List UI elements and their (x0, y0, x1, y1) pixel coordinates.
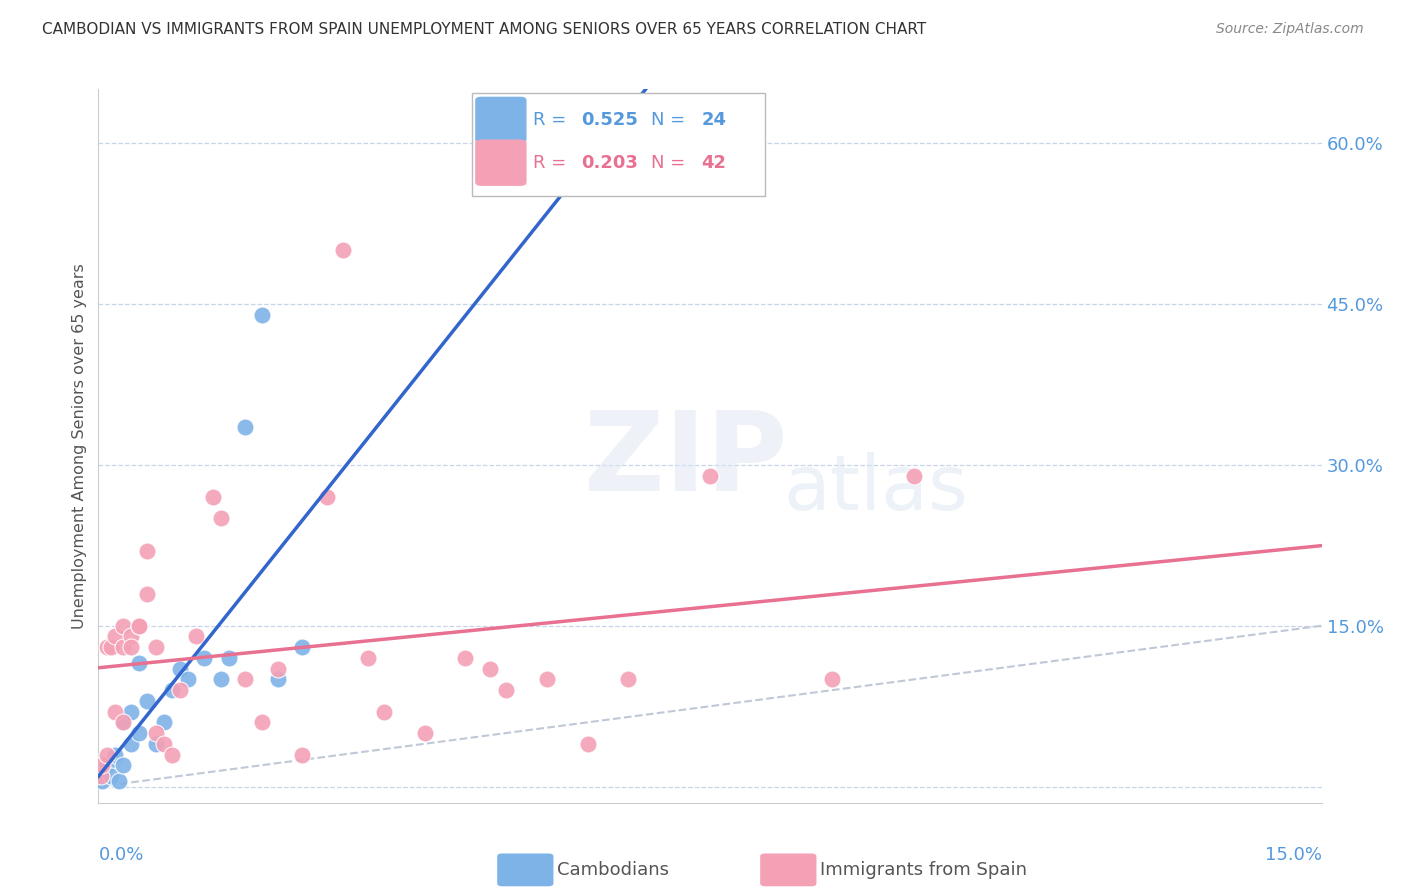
Point (160, 747, 183, 762)
FancyBboxPatch shape (475, 139, 526, 186)
Point (267, 673, 290, 687)
Point (617, 673, 640, 687)
Point (160, 683, 183, 698)
Text: 24: 24 (702, 111, 727, 128)
FancyBboxPatch shape (761, 854, 817, 887)
Point (104, 705, 127, 719)
Point (413, 726, 436, 740)
Point (152, 737, 174, 751)
Text: N =: N = (651, 111, 692, 128)
Point (699, 468, 721, 483)
Point (903, 468, 925, 483)
Point (267, 662, 290, 676)
Point (120, 737, 142, 751)
Point (91, 758, 114, 772)
Point (128, 619, 150, 633)
Point (233, 673, 256, 687)
Text: 42: 42 (702, 153, 727, 171)
Point (128, 726, 150, 740)
Text: 15.0%: 15.0% (1264, 846, 1322, 863)
Point (96, 747, 118, 762)
Point (145, 737, 167, 751)
FancyBboxPatch shape (471, 93, 765, 196)
Point (291, 640, 314, 655)
Point (291, 747, 314, 762)
Point (145, 726, 167, 740)
Point (145, 640, 167, 655)
Point (111, 640, 134, 655)
Point (201, 490, 224, 504)
Point (91, 774, 114, 789)
Text: N =: N = (651, 153, 692, 171)
Y-axis label: Unemployment Among Seniors over 65 years: Unemployment Among Seniors over 65 years (72, 263, 87, 629)
Point (120, 630, 142, 644)
Point (108, 774, 131, 789)
Point (177, 673, 200, 687)
Point (495, 683, 517, 698)
Point (186, 630, 208, 644)
Point (100, 769, 122, 783)
Point (821, 673, 844, 687)
Text: R =: R = (533, 153, 572, 171)
Point (315, 490, 337, 504)
Point (111, 715, 134, 730)
Text: Immigrants from Spain: Immigrants from Spain (820, 861, 1028, 879)
Text: ZIP: ZIP (583, 407, 787, 514)
Point (152, 715, 174, 730)
Point (96, 640, 118, 655)
Text: 0.525: 0.525 (582, 111, 638, 128)
Point (104, 630, 127, 644)
Point (128, 657, 150, 671)
Text: CAMBODIAN VS IMMIGRANTS FROM SPAIN UNEMPLOYMENT AMONG SENIORS OVER 65 YEARS CORR: CAMBODIAN VS IMMIGRANTS FROM SPAIN UNEMP… (42, 22, 927, 37)
Text: 0.0%: 0.0% (98, 846, 143, 863)
Text: 0.203: 0.203 (582, 153, 638, 171)
Point (356, 651, 378, 665)
Point (454, 651, 477, 665)
Point (111, 758, 134, 772)
Point (576, 737, 599, 751)
Point (120, 705, 142, 719)
Point (250, 308, 273, 322)
Point (136, 543, 159, 558)
Point (169, 662, 191, 676)
Point (373, 705, 395, 719)
Point (111, 715, 134, 730)
Point (100, 640, 122, 655)
Point (478, 662, 501, 676)
Point (169, 683, 191, 698)
Point (218, 651, 240, 665)
Point (536, 673, 558, 687)
Point (136, 586, 159, 600)
Text: Cambodians: Cambodians (557, 861, 669, 879)
FancyBboxPatch shape (498, 854, 554, 887)
Text: Source: ZipAtlas.com: Source: ZipAtlas.com (1216, 22, 1364, 37)
Point (209, 673, 232, 687)
Point (209, 511, 232, 525)
Point (90, 769, 112, 783)
Point (136, 694, 159, 708)
Point (104, 747, 127, 762)
Point (233, 420, 256, 434)
Point (111, 619, 134, 633)
Point (332, 243, 354, 257)
Point (96, 758, 118, 772)
Point (193, 651, 215, 665)
Point (120, 640, 142, 655)
FancyBboxPatch shape (475, 96, 526, 143)
Point (128, 619, 150, 633)
Text: R =: R = (533, 111, 572, 128)
Point (250, 715, 273, 730)
Text: atlas: atlas (783, 452, 969, 525)
